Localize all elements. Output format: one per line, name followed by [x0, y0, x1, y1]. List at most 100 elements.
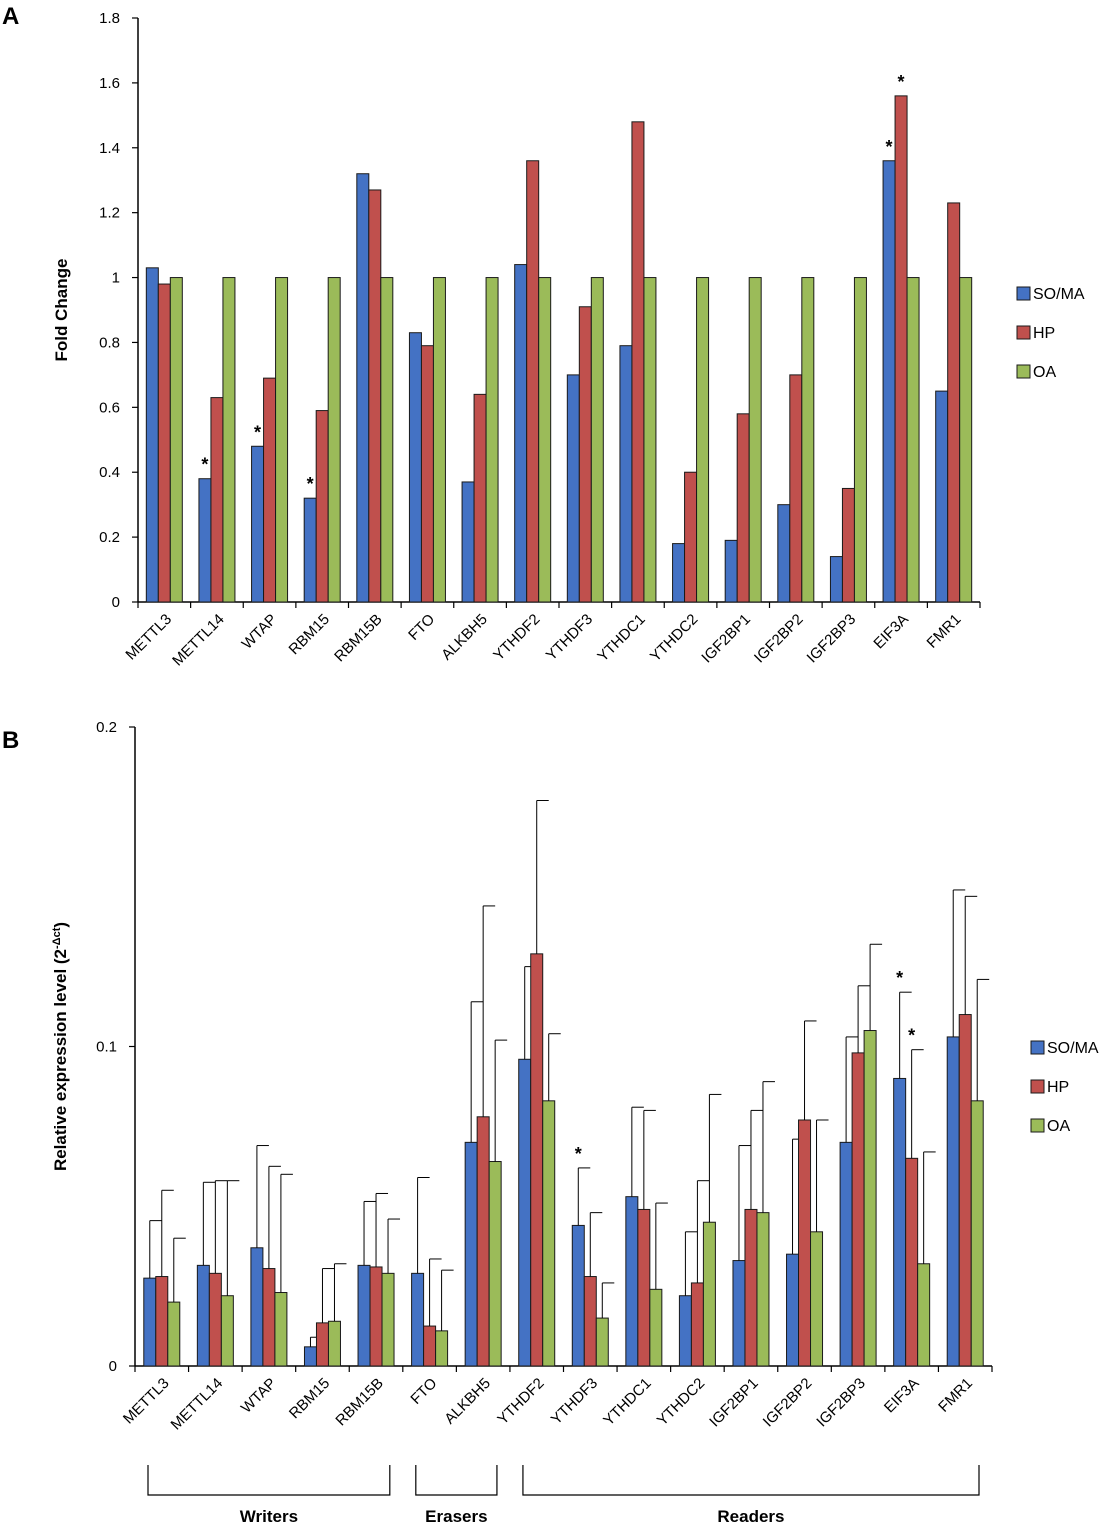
- panel-a-x-tick-label: IGF2BP3: [804, 611, 860, 667]
- panel-a-bar-oa-igf2bp3: [853, 277, 867, 603]
- panel-b-bar-hp-mettl3: [155, 1276, 169, 1367]
- panel-a-bar-so-ma-eif3a: [882, 160, 896, 603]
- panel-b-bar-so-ma-eif3a: [893, 1077, 907, 1367]
- panel-b-bar-so-ma-igf2bp3: [839, 1141, 853, 1367]
- panel-a-bar-hp-fto: [420, 345, 434, 603]
- panel-b-bar-oa-rbm15b: [381, 1272, 395, 1367]
- panel-b-bar-hp-ythdc1: [637, 1208, 651, 1367]
- panel-b-bar-hp-ythdc2: [690, 1282, 704, 1367]
- panel-a-x-tick-label: RBM15B: [331, 611, 385, 665]
- panel-b-group-label-erasers: Erasers: [425, 1507, 487, 1526]
- panel-a-bar-hp-eif3a: [894, 95, 908, 603]
- panel-b-x-tick-label: YTHDC2: [654, 1375, 708, 1429]
- panel-a-x-tick-label: EIF3A: [870, 611, 911, 652]
- panel-b-x-tick-label: RBM15: [286, 1375, 333, 1422]
- panel-b-x-tick-label: YTHDF2: [494, 1375, 547, 1428]
- panel-a-x-tick-label: ALKBH5: [438, 611, 491, 664]
- panel-b-bar-hp-ythdf3: [583, 1276, 597, 1367]
- panel-a-bar-oa-rbm15: [327, 277, 341, 603]
- panel-b-bar-oa-fmr1: [970, 1100, 984, 1367]
- panel-a-significance-so-ma-rbm15: *: [307, 474, 314, 494]
- panel-a-bar-oa-ythdf3: [590, 277, 604, 603]
- panel-b-bar-hp-mettl14: [208, 1272, 222, 1367]
- panel-b-y-axis-title: Relative expression level (2-Δct): [51, 922, 70, 1171]
- panel-a-y-tick-label: 1: [112, 270, 120, 287]
- panel-b-bar-hp-igf2bp3: [851, 1052, 865, 1367]
- panel-a-bar-hp-igf2bp1: [736, 413, 750, 603]
- panel-b-bar-oa-igf2bp3: [863, 1030, 877, 1367]
- panel-a-bar-so-ma-igf2bp1: [724, 539, 738, 603]
- panel-a-bar-so-ma-fto: [408, 332, 422, 603]
- panel-b-bar-so-ma-fmr1: [946, 1036, 960, 1367]
- panel-a-bar-oa-mettl3: [169, 277, 183, 603]
- panel-b-bar-hp-alkbh5: [476, 1116, 490, 1367]
- panel-a-bar-hp-mettl14: [210, 397, 224, 603]
- panel-b-group-label-writers: Writers: [240, 1507, 298, 1526]
- panel-a-bar-hp-igf2bp3: [841, 487, 855, 603]
- panel-a-x-tick-label: YTHDF3: [543, 611, 596, 664]
- panel-b-legend-label-so-ma: SO/MA: [1047, 1040, 1099, 1057]
- panel-b-bar-so-ma-mettl3: [143, 1277, 157, 1367]
- panel-b-legend-swatch-so-ma: [1030, 1040, 1045, 1055]
- panel-a-y-tick-label: 1.8: [99, 10, 120, 27]
- panel-b-x-tick-label: YTHDC1: [600, 1375, 654, 1429]
- panel-b-bar-hp-fto: [423, 1325, 437, 1367]
- panel-a-bar-oa-ythdc1: [643, 277, 657, 603]
- panel-a-x-tick-label: METTL3: [122, 611, 175, 664]
- panel-b-bar-oa-ythdf2: [542, 1100, 556, 1367]
- panel-a-y-tick-label: 0.2: [99, 529, 120, 546]
- panel-b-x-tick-label: RBM15B: [332, 1375, 386, 1429]
- panel-b-bar-so-ma-fto: [411, 1272, 425, 1367]
- panel-a-x-tick-label: YTHDC2: [647, 611, 701, 665]
- panel-b-legend-label-oa: OA: [1047, 1118, 1070, 1135]
- panel-a-bar-oa-ythdf2: [538, 277, 552, 603]
- panel-b-bar-oa-alkbh5: [488, 1161, 502, 1367]
- panel-a-x-tick-label: YTHDC1: [594, 611, 648, 665]
- panel-b-x-tick-label: IGF2BP3: [813, 1375, 869, 1431]
- panel-b-bar-hp-rbm15: [315, 1322, 329, 1367]
- panel-b-bracket-erasers: [415, 1465, 498, 1496]
- panel-a-bar-so-ma-igf2bp3: [829, 556, 843, 603]
- panel-b-bar-hp-rbm15b: [369, 1266, 383, 1367]
- panel-a-bar-so-ma-wtap: [251, 445, 265, 603]
- panel-a-bar-oa-igf2bp1: [748, 277, 762, 603]
- panel-b-bar-oa-mettl3: [167, 1301, 181, 1367]
- panel-a-bar-hp-rbm15: [315, 410, 329, 603]
- panel-a-bar-oa-rbm15b: [380, 277, 394, 603]
- panel-a-significance-so-ma-mettl14: *: [201, 455, 208, 475]
- panel-b-x-tick-label: WTAP: [238, 1375, 280, 1417]
- panel-b-bar-oa-ythdc2: [702, 1221, 716, 1367]
- panel-b-x-tick-label: EIF3A: [881, 1375, 922, 1416]
- panel-b-bar-so-ma-ythdf2: [518, 1058, 532, 1367]
- panel-a-y-tick-label: 1.2: [99, 205, 120, 222]
- panel-a-y-tick-label: 1.4: [99, 140, 120, 157]
- panel-b-bar-so-ma-rbm15b: [357, 1264, 371, 1367]
- panel-a-bar-so-ma-mettl14: [198, 478, 212, 603]
- panel-a-bar-so-ma-alkbh5: [461, 481, 475, 603]
- panel-a-bar-oa-ythdc2: [696, 277, 710, 603]
- panel-a-legend-swatch-so-ma: [1016, 286, 1031, 301]
- panel-a-bar-hp-wtap: [263, 377, 277, 603]
- panel-b-significance-hp-eif3a: *: [908, 1026, 915, 1046]
- panel-b-bar-hp-igf2bp1: [744, 1208, 758, 1367]
- panel-a-bar-oa-alkbh5: [485, 277, 499, 603]
- panel-b-bar-so-ma-ythdc2: [678, 1295, 692, 1367]
- panel-a-letter: A: [2, 3, 19, 30]
- panel-b-bar-so-ma-ythdf3: [571, 1224, 585, 1367]
- panel-b-y-tick-label: 0: [109, 1358, 117, 1375]
- panel-b-group-label-readers: Readers: [717, 1507, 784, 1526]
- panel-a-bar-hp-ythdf3: [578, 306, 592, 603]
- panel-a-bar-hp-ythdc1: [631, 121, 645, 603]
- panel-b-bar-oa-wtap: [274, 1292, 288, 1367]
- panel-b-x-tick-label: FMR1: [935, 1375, 976, 1416]
- panel-a-bar-hp-fmr1: [947, 202, 961, 603]
- panel-a-x-tick-label: YTHDF2: [490, 611, 543, 664]
- panel-a-bar-so-ma-mettl3: [145, 267, 159, 603]
- panel-a-bar-so-ma-ythdf2: [514, 264, 528, 603]
- panel-b-bar-so-ma-rbm15: [303, 1346, 317, 1367]
- panel-a-y-tick-label: 0.6: [99, 399, 120, 416]
- panel-a-x-tick-label: IGF2BP2: [751, 611, 807, 667]
- panel-b-legend-swatch-hp: [1030, 1079, 1045, 1094]
- panel-a-bar-oa-fto: [432, 277, 446, 603]
